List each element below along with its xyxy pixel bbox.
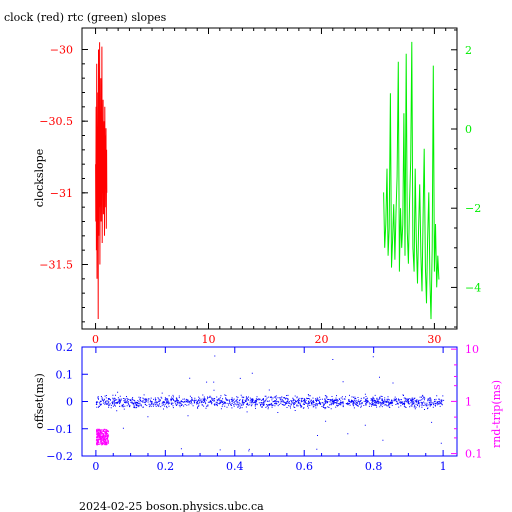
bottom-left-tick-label: 0	[66, 396, 73, 409]
top-x-axis: 0 10 20 30	[92, 28, 447, 346]
footer-text: 2024-02-25 boson.physics.ubc.ca	[79, 500, 264, 512]
top-right-tick-label: −4	[465, 281, 481, 294]
bottom-right-y-axis-label: rnd-trip(ms)	[490, 380, 503, 448]
bottom-left-tick-label: 0.2	[56, 341, 74, 354]
bottom-right-tick-label: 0.1	[465, 448, 483, 461]
top-x-tick-label: 20	[314, 333, 328, 346]
bottom-right-tick-label: 1	[465, 395, 472, 408]
top-left-tick-label: −31	[50, 187, 73, 200]
bottom-x-tick-label: 0.4	[226, 460, 244, 473]
bottom-x-tick-label: 0.8	[365, 460, 383, 473]
bottom-x-axis: 0 0.2 0.4 0.6 0.8 1	[92, 347, 447, 473]
top-x-tick-label: 0	[92, 333, 99, 346]
bottom-left-tick-label: 0.1	[56, 368, 74, 381]
rtc-slope-series	[383, 41, 440, 320]
round-trip-points	[95, 428, 109, 446]
bottom-left-tick-label: −0.2	[46, 450, 73, 463]
bottom-right-tick-label: 10	[465, 343, 479, 356]
bottom-x-tick-label: 0.6	[295, 460, 313, 473]
bottom-right-axis: 10 1 0.1	[451, 343, 483, 461]
top-right-tick-label: 0	[465, 123, 472, 136]
bottom-x-tick-label: 0	[92, 460, 99, 473]
top-series-group	[95, 41, 440, 320]
top-left-tick-label: −30.5	[39, 115, 73, 128]
top-right-axis: 2 0 −2 −4	[451, 29, 481, 328]
bottom-x-tick-label: 0.2	[157, 460, 175, 473]
top-x-tick-label: 10	[202, 333, 216, 346]
bottom-series-group	[95, 355, 445, 452]
top-y-axis-label: clockslope	[33, 149, 46, 207]
top-left-tick-label: −31.5	[39, 259, 73, 272]
bottom-left-tick-label: −0.1	[46, 423, 73, 436]
bottom-left-axis: 0.2 0.1 0 −0.1 −0.2	[46, 341, 88, 463]
bottom-x-tick-label: 1	[440, 460, 447, 473]
top-right-tick-label: −2	[465, 202, 481, 215]
top-left-tick-label: −30	[50, 44, 73, 57]
clock-slope-series	[95, 42, 108, 320]
chart-title: clock (red) rtc (green) slopes	[4, 11, 167, 24]
bottom-y-axis-label: offset(ms)	[33, 373, 46, 429]
top-x-tick-label: 30	[427, 333, 441, 346]
top-right-tick-label: 2	[465, 44, 472, 57]
top-left-axis: −30 −30.5 −31 −31.5	[39, 44, 88, 323]
